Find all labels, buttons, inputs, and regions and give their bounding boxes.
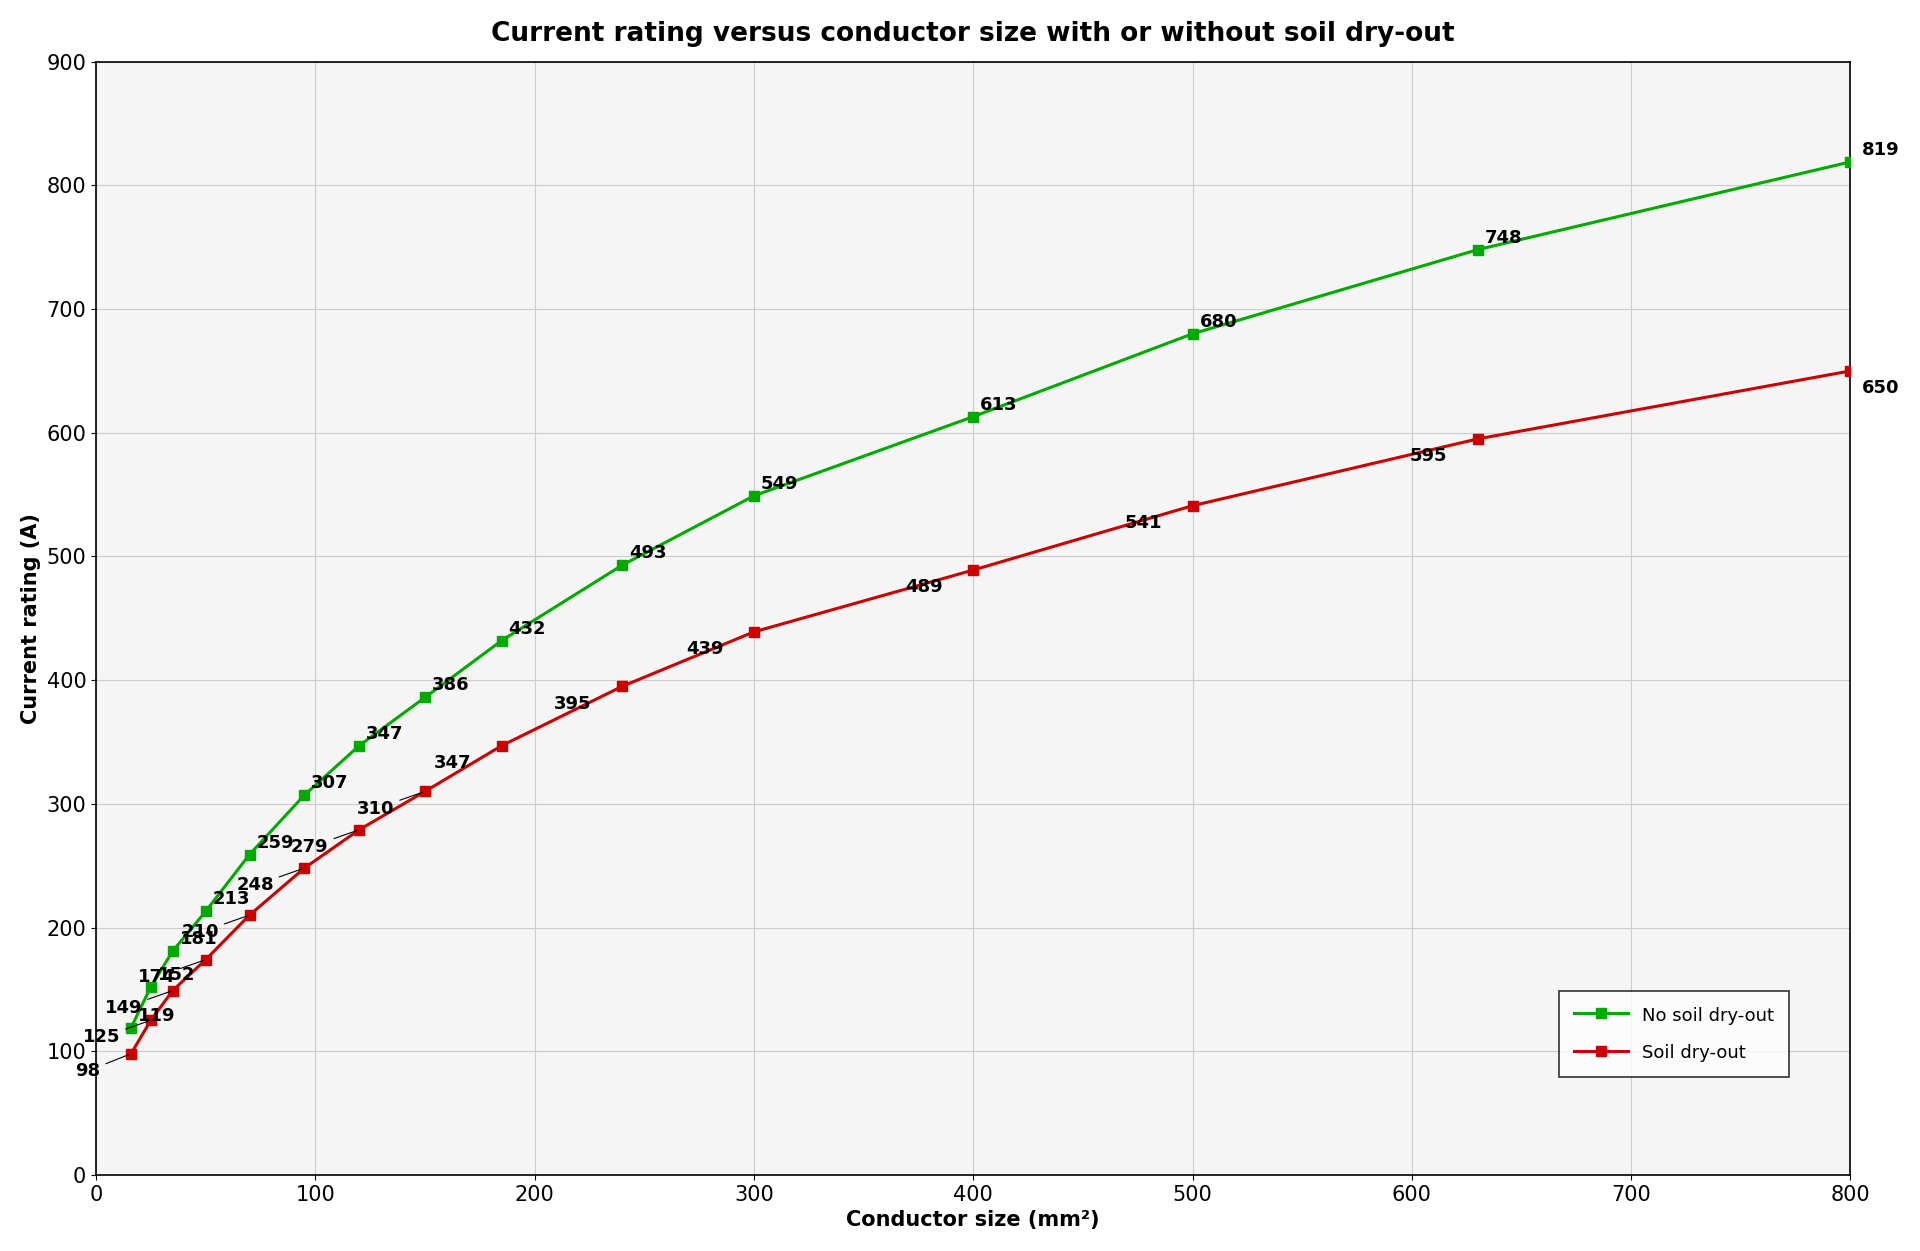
Text: 347: 347 [434, 754, 470, 772]
Text: 119: 119 [138, 1007, 175, 1025]
Soil dry-out [611, 679, 634, 694]
No soil dry-out [1181, 327, 1204, 342]
Text: 310: 310 [357, 792, 422, 818]
Text: 181: 181 [180, 929, 217, 948]
Line: No soil dry-out: No soil dry-out [127, 156, 1855, 1032]
Soil dry-out [348, 822, 371, 837]
Soil dry-out [140, 1013, 163, 1028]
Soil dry-out [413, 784, 436, 799]
Text: 748: 748 [1484, 229, 1523, 246]
Text: 213: 213 [213, 891, 250, 908]
Text: 439: 439 [685, 641, 724, 658]
No soil dry-out [140, 980, 163, 995]
Soil dry-out [119, 1046, 142, 1061]
Text: 395: 395 [555, 694, 591, 713]
Text: 549: 549 [760, 475, 799, 493]
Text: 650: 650 [1862, 379, 1899, 397]
No soil dry-out [743, 488, 766, 503]
No soil dry-out [1839, 154, 1862, 169]
Legend: No soil dry-out, Soil dry-out: No soil dry-out, Soil dry-out [1559, 991, 1789, 1077]
Text: 149: 149 [106, 992, 171, 1017]
Text: 248: 248 [236, 869, 301, 894]
No soil dry-out [119, 1020, 142, 1035]
No soil dry-out [1467, 243, 1490, 258]
No soil dry-out [294, 788, 317, 803]
Text: 680: 680 [1200, 313, 1236, 330]
No soil dry-out [348, 738, 371, 753]
Soil dry-out [1181, 498, 1204, 513]
Soil dry-out [1839, 363, 1862, 378]
No soil dry-out [490, 633, 513, 648]
Text: 613: 613 [979, 395, 1018, 414]
Text: 819: 819 [1862, 141, 1899, 159]
No soil dry-out [238, 847, 261, 862]
Text: 125: 125 [83, 1021, 148, 1047]
Text: 489: 489 [904, 578, 943, 597]
Text: 152: 152 [157, 966, 196, 985]
Y-axis label: Current rating (A): Current rating (A) [21, 513, 40, 724]
No soil dry-out [413, 691, 436, 706]
Soil dry-out [1467, 432, 1490, 447]
Soil dry-out [161, 983, 184, 998]
No soil dry-out [194, 904, 217, 919]
Line: Soil dry-out: Soil dry-out [127, 367, 1855, 1058]
Soil dry-out [294, 861, 317, 876]
No soil dry-out [962, 409, 985, 424]
Title: Current rating versus conductor size with or without soil dry-out: Current rating versus conductor size wit… [492, 21, 1455, 46]
Text: 210: 210 [182, 916, 248, 941]
Text: 279: 279 [292, 831, 357, 856]
Text: 174: 174 [138, 961, 204, 986]
Text: 432: 432 [509, 619, 545, 638]
Soil dry-out [962, 563, 985, 578]
Soil dry-out [743, 624, 766, 639]
Text: 307: 307 [311, 774, 349, 792]
Text: 386: 386 [432, 677, 470, 694]
Text: 259: 259 [257, 833, 294, 852]
Soil dry-out [490, 738, 513, 753]
Text: 595: 595 [1409, 447, 1448, 465]
Text: 541: 541 [1125, 514, 1162, 532]
No soil dry-out [161, 943, 184, 958]
Text: 98: 98 [75, 1055, 129, 1080]
Text: 347: 347 [367, 724, 403, 743]
Soil dry-out [238, 908, 261, 923]
Text: 493: 493 [630, 544, 666, 562]
Soil dry-out [194, 952, 217, 967]
X-axis label: Conductor size (mm²): Conductor size (mm²) [847, 1210, 1100, 1230]
No soil dry-out [611, 558, 634, 573]
